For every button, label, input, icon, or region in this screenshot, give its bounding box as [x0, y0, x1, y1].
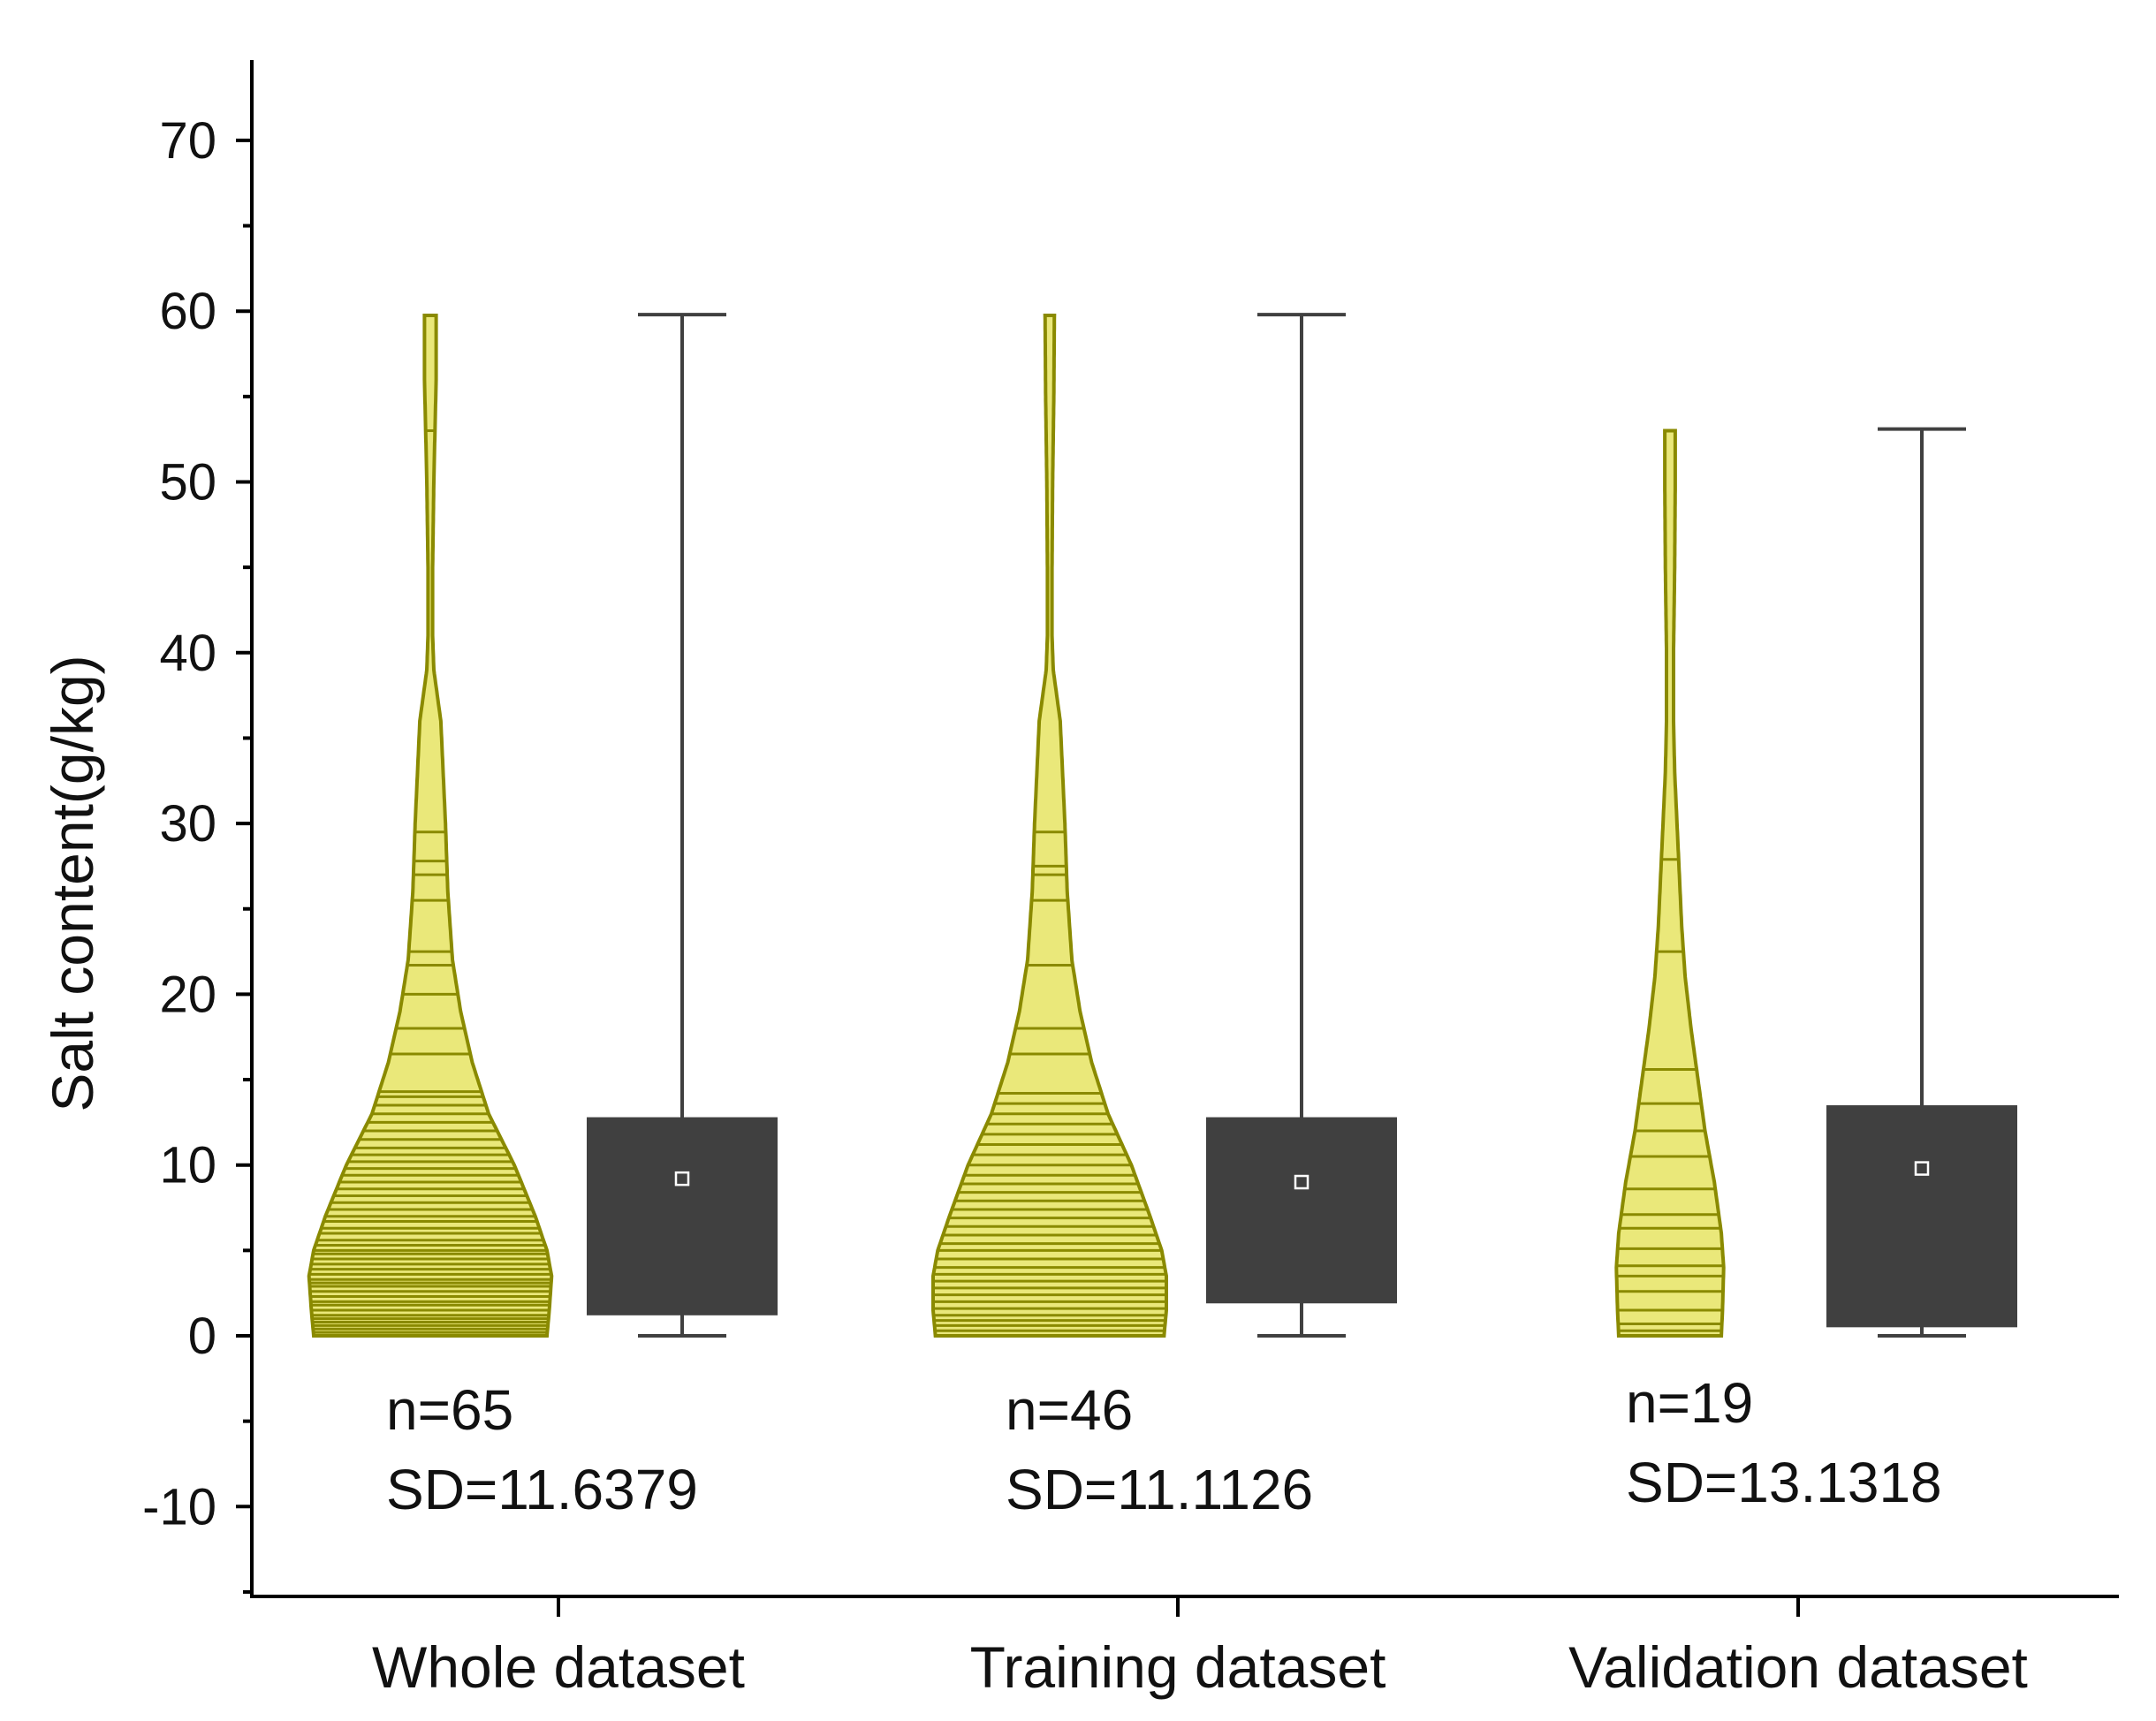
- x-tick-label: Training dataset: [970, 1634, 1386, 1700]
- sd-annotation: SD=13.1318: [1626, 1451, 1942, 1514]
- box-iqr: [1826, 1105, 2017, 1328]
- group-annotations: n=65 SD=11.6379 n=46 SD=11.1126 n=19 SD=13.13…: [386, 1371, 1942, 1521]
- mean-marker: [1914, 1161, 1930, 1176]
- mean-marker: [674, 1171, 690, 1187]
- y-tick-label: 60: [159, 283, 216, 340]
- box-iqr: [587, 1117, 778, 1315]
- violin-shape: [931, 314, 1168, 1338]
- y-tick-label: 20: [159, 966, 216, 1023]
- y-tick-label: 70: [159, 112, 216, 170]
- y-tick-label: 0: [188, 1308, 216, 1365]
- sd-annotation: SD=11.1126: [1006, 1458, 1313, 1521]
- y-axis-title: Salt content(g/kg): [40, 655, 105, 1111]
- x-tick-label: Whole dataset: [372, 1634, 745, 1700]
- mean-marker: [1294, 1174, 1310, 1190]
- y-tick-label: 50: [159, 454, 216, 512]
- y-tick-label: 30: [159, 795, 216, 853]
- sd-annotation: SD=11.6379: [386, 1458, 698, 1521]
- n-annotation: n=65: [386, 1378, 513, 1442]
- x-axis-ticks: Whole dataset Training dataset Validation …: [372, 1596, 2028, 1700]
- y-tick-label: 10: [159, 1137, 216, 1194]
- x-tick-label: Validation dataset: [1568, 1634, 2028, 1700]
- group-1: [931, 313, 1397, 1338]
- y-tick-label: 40: [159, 625, 216, 682]
- n-annotation: n=19: [1626, 1371, 1753, 1435]
- violin-shape: [1614, 428, 1726, 1338]
- y-axis-ticks: -10 0 10 20 30 40 50 60 70: [142, 112, 252, 1594]
- group-2: [1614, 427, 2017, 1338]
- box-iqr: [1206, 1117, 1397, 1304]
- n-annotation: n=46: [1006, 1378, 1133, 1442]
- group-0: [307, 313, 778, 1338]
- plot-layer: [307, 313, 2017, 1338]
- y-tick-label: -10: [142, 1478, 216, 1535]
